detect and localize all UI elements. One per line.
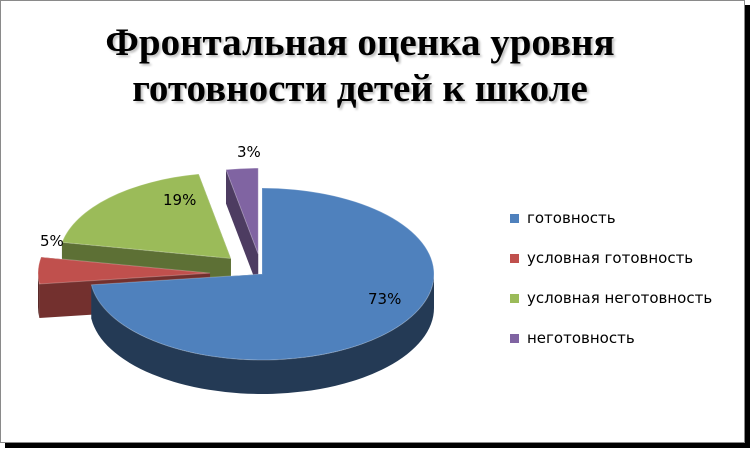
legend-swatch (510, 333, 519, 343)
pie-slice-4-top (225, 167, 259, 255)
data-label-2: 5% (40, 232, 64, 250)
data-label-1: 73% (368, 290, 401, 308)
legend-item-4: неготовность (510, 328, 712, 348)
legend-swatch (510, 293, 519, 303)
chart-legend: готовность условная готовность условная не… (510, 208, 712, 368)
data-label-4: 3% (237, 143, 261, 161)
chart-title-line-2: готовности детей к школе (132, 67, 588, 110)
legend-label: неготовность (527, 329, 635, 347)
pie-slice-3-top (61, 173, 232, 260)
chart-title-line-1: Фронтальная оценка уровня (105, 21, 615, 64)
legend-swatch (510, 253, 519, 263)
pie-slice-2-rim (38, 273, 40, 318)
legend-label: готовность (527, 209, 616, 227)
pie-slice-4-wall-1 (226, 169, 259, 289)
pie-slice-1-rim (91, 274, 435, 395)
pie-slice-1 (90, 187, 435, 395)
chart-title: Фронтальная оценка уровня готовности дет… (40, 20, 680, 112)
legend-item-1: готовность (510, 208, 712, 228)
pie-slice-1-top (90, 187, 435, 361)
pie-slice-4 (225, 167, 259, 289)
pie-slice-2-top (37, 256, 211, 285)
legend-item-3: условная неготовность (510, 288, 712, 308)
data-label-3: 19% (163, 191, 196, 209)
legend-swatch (510, 213, 519, 223)
legend-label: условная готовность (527, 249, 694, 267)
legend-item-2: условная готовность (510, 248, 712, 268)
legend-label: условная неготовность (527, 289, 713, 307)
